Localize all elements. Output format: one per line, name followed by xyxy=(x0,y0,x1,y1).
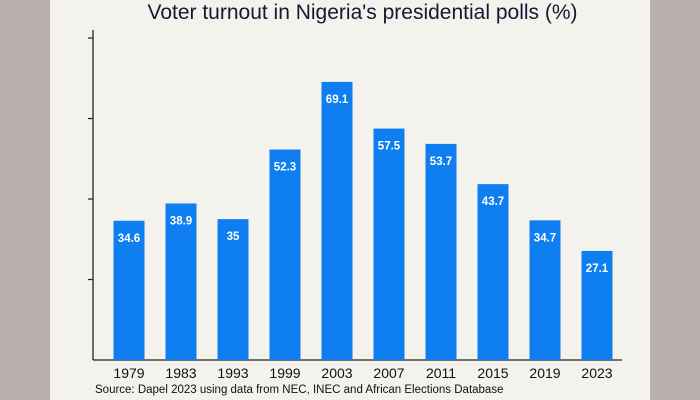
x-tick-label: 2015 xyxy=(477,365,508,381)
data-label: 34.7 xyxy=(534,232,556,244)
chart-title: Voter turnout in Nigeria's presidential … xyxy=(147,1,578,24)
data-label: 34.6 xyxy=(118,233,140,245)
bar-1979 xyxy=(113,220,145,360)
bar-1999 xyxy=(269,149,301,360)
x-tick-label: 1999 xyxy=(269,365,300,381)
data-label: 57.5 xyxy=(378,141,401,153)
x-tick-label: 2019 xyxy=(529,365,560,381)
data-label: 43.7 xyxy=(482,196,504,208)
bar-2011 xyxy=(425,143,457,360)
data-label: 53.7 xyxy=(430,156,452,168)
x-tick-label: 1993 xyxy=(217,365,248,381)
x-tick-label: 2023 xyxy=(581,365,612,381)
bar-1983 xyxy=(165,203,197,360)
bar-2003 xyxy=(321,81,353,360)
x-tick-label: 1983 xyxy=(165,365,196,381)
bar-2019 xyxy=(529,220,561,360)
bar-2023 xyxy=(581,250,613,360)
bar-2015 xyxy=(477,184,509,360)
bar-2007 xyxy=(373,128,405,360)
chart-source: Source: Dapel 2023 using data from NEC, … xyxy=(95,384,504,396)
x-tick-label: 1979 xyxy=(113,365,144,381)
x-tick-label: 2011 xyxy=(426,365,456,381)
x-tick-label: 2007 xyxy=(373,365,404,381)
data-label: 38.9 xyxy=(170,215,192,227)
bar-1993 xyxy=(217,219,249,360)
x-tick-label: 2003 xyxy=(321,365,352,381)
data-label: 35 xyxy=(227,231,240,243)
data-label: 27.1 xyxy=(586,263,609,275)
data-label: 52.3 xyxy=(274,162,296,174)
data-label: 69.1 xyxy=(326,94,349,106)
